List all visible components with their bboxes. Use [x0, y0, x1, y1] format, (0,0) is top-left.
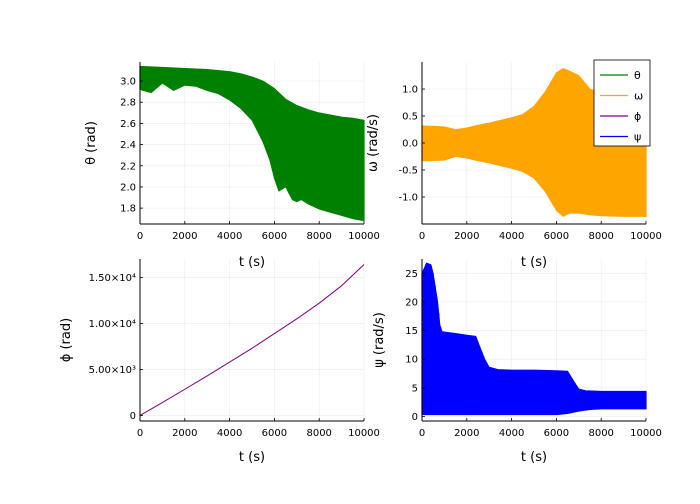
omega-xtick-label-1: 2000	[454, 231, 479, 242]
psi-ytick-label-1: 5	[412, 383, 418, 394]
theta-ytick-label-3: 2.4	[120, 140, 136, 151]
panel-psi: 0 2000 4000 6000 8000 10000 0 5 10 15 20 25 t (s) ψ (…	[372, 259, 662, 465]
psi-ytick-label-4: 20	[405, 297, 418, 308]
omega-xtick-label-3: 6000	[544, 231, 569, 242]
psi-ytick-label-3: 15	[405, 326, 418, 337]
psi-xtick-label-1: 2000	[454, 428, 479, 439]
legend-label-2: ϕ	[634, 110, 641, 123]
phi-xtick-label-5: 10000	[348, 428, 380, 439]
omega-xtick-label-5: 10000	[630, 231, 662, 242]
theta-xtick-label-2: 4000	[217, 231, 242, 242]
phi-xtick-label-2: 4000	[217, 428, 242, 439]
psi-ytick-label-5: 25	[405, 269, 418, 280]
legend-label-0: θ	[634, 69, 641, 82]
omega-ytick-label-4: 1.0	[402, 85, 418, 96]
panel-phi: 0 2000 4000 6000 8000 10000 0 5.00×10³ 1.00×10⁴ 1…	[59, 259, 380, 465]
omega-xtick-label-4: 8000	[588, 231, 613, 242]
panel-theta: 0 2000 4000 6000 8000 10000 1.8 2.0 2.2 2.4 2.6 2.8…	[84, 62, 380, 270]
omega-xtick-label-2: 4000	[499, 231, 524, 242]
phi-xtick-label-1: 2000	[172, 428, 197, 439]
phi-ytick-label-0: 0	[130, 411, 136, 422]
phi-ylabel: ϕ (rad)	[59, 318, 74, 362]
phi-xlabel: t (s)	[239, 450, 265, 465]
phi-ytick-label-1: 5.00×10³	[89, 365, 136, 376]
phi-xtick-label-4: 8000	[306, 428, 331, 439]
theta-ytick-label-5: 2.8	[120, 98, 136, 109]
phi-xtick-label-3: 6000	[262, 428, 287, 439]
omega-ytick-label-0: -1.0	[398, 193, 418, 204]
theta-ytick-label-0: 1.8	[120, 204, 136, 215]
omega-ylabel: ω (rad/s)	[366, 114, 381, 172]
legend-box	[593, 59, 651, 147]
theta-xtick-label-3: 6000	[262, 231, 287, 242]
theta-ytick-label-1: 2.0	[120, 182, 136, 193]
psi-xtick-label-0: 0	[419, 428, 425, 439]
psi-ytick-label-0: 0	[412, 412, 418, 423]
omega-xtick-label-0: 0	[419, 231, 425, 242]
psi-ytick-label-2: 10	[405, 355, 418, 366]
psi-xtick-label-2: 4000	[499, 428, 524, 439]
psi-xtick-label-5: 10000	[630, 428, 662, 439]
phi-xtick-label-0: 0	[137, 428, 143, 439]
theta-xlabel: t (s)	[239, 255, 265, 270]
theta-xtick-label-4: 8000	[306, 231, 331, 242]
theta-ytick-label-6: 3.0	[120, 77, 136, 88]
theta-xtick-label-5: 10000	[348, 231, 380, 242]
theta-xtick-label-1: 2000	[172, 231, 197, 242]
phi-series-line	[139, 264, 365, 416]
psi-ylabel: ψ (rad/s)	[372, 312, 387, 368]
omega-xlabel: t (s)	[521, 255, 547, 270]
omega-ytick-label-3: 0.5	[402, 112, 418, 123]
theta-xtick-label-0: 0	[137, 231, 143, 242]
phi-ytick-label-2: 1.00×10⁴	[89, 319, 136, 330]
theta-ytick-label-2: 2.2	[120, 161, 136, 172]
panel-omega: 0 2000 4000 6000 8000 10000 -1.0 -0.5 0.0 0.5 1.0 t…	[366, 62, 662, 270]
legend-label-1: ω	[634, 90, 643, 103]
omega-ytick-label-1: -0.5	[398, 166, 418, 177]
psi-xtick-label-4: 8000	[588, 428, 613, 439]
theta-ytick-label-4: 2.6	[120, 119, 136, 130]
psi-xtick-label-3: 6000	[544, 428, 569, 439]
omega-ytick-label-2: 0.0	[402, 139, 418, 150]
theta-ylabel: θ (rad)	[84, 121, 99, 165]
legend-label-3: ψ	[634, 131, 641, 144]
psi-xlabel: t (s)	[521, 450, 547, 465]
phi-ytick-label-3: 1.50×10⁴	[89, 273, 136, 284]
